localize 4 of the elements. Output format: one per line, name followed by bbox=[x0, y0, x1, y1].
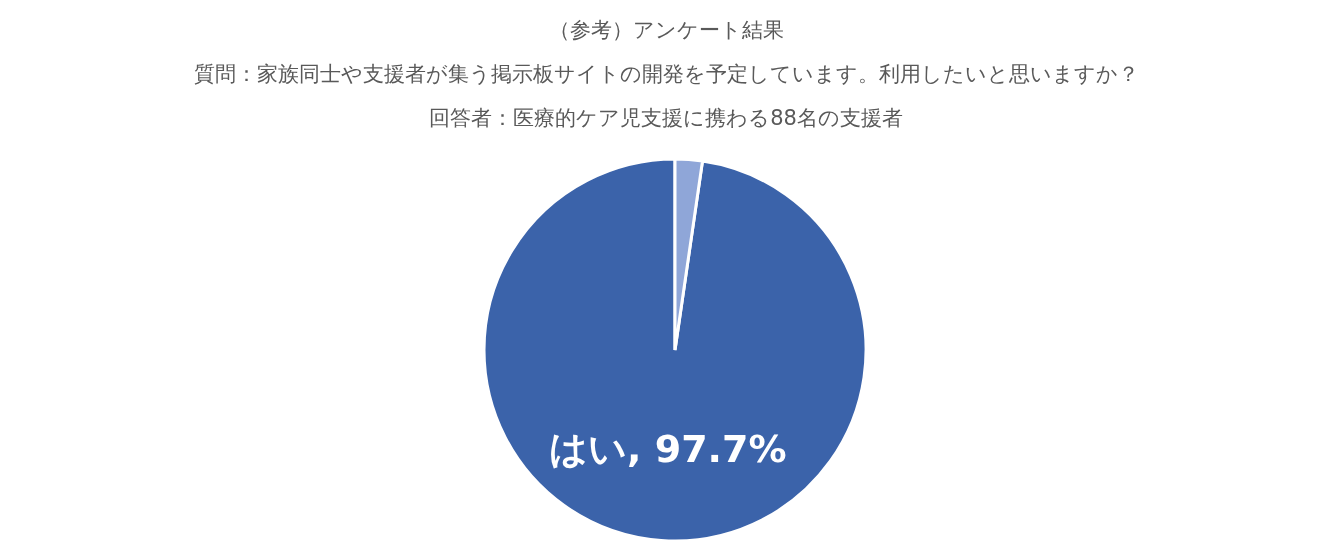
slice-label: はい, 97.7% bbox=[549, 427, 787, 472]
chart-title: （参考）アンケート結果 bbox=[547, 17, 785, 44]
text: 回答者：医療的ケア児支援に携わる88名の支援者 bbox=[428, 105, 904, 132]
chart-subtitle: 質問：家族同士や支援者が集う掲示板サイトの開発を予定しています。利用したいと思いますか？ bbox=[192, 61, 1140, 88]
